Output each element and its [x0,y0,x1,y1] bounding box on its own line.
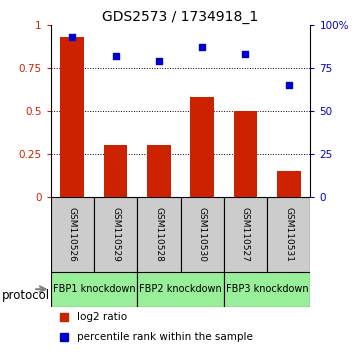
Point [243,51,248,57]
Text: GSM110530: GSM110530 [198,207,206,262]
Point [199,44,205,50]
Text: GSM110526: GSM110526 [68,207,77,262]
Text: GSM110528: GSM110528 [155,207,163,262]
Text: log2 ratio: log2 ratio [77,312,127,322]
Text: FBP1 knockdown: FBP1 knockdown [53,284,135,294]
Title: GDS2573 / 1734918_1: GDS2573 / 1734918_1 [103,10,258,24]
Bar [137,196,180,272]
Point [69,34,75,40]
Bar [234,111,257,196]
Bar [180,196,224,272]
Bar [51,196,94,272]
Point [113,53,118,58]
Text: GSM110527: GSM110527 [241,207,250,262]
Bar [147,145,171,196]
Bar [224,272,310,307]
Bar [94,196,137,272]
Bar [267,196,310,272]
Bar [60,37,84,196]
Text: FBP3 knockdown: FBP3 knockdown [226,284,308,294]
Text: GSM110529: GSM110529 [111,207,120,262]
Text: protocol: protocol [2,289,50,302]
Text: GSM110531: GSM110531 [284,207,293,262]
Text: percentile rank within the sample: percentile rank within the sample [77,332,252,342]
Bar [104,145,127,196]
Point [286,82,292,88]
Text: FBP2 knockdown: FBP2 knockdown [139,284,222,294]
Bar [51,272,137,307]
Bar [277,171,301,196]
Point [156,58,162,64]
Bar [190,97,214,196]
Bar [137,272,224,307]
Bar [224,196,267,272]
